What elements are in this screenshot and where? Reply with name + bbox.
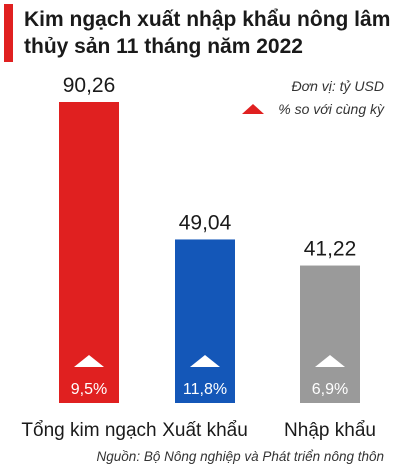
bar-2: [300, 265, 360, 403]
legend: % so với cùng kỳ: [242, 101, 384, 117]
category-label-0: Tổng kim ngạch: [21, 420, 156, 441]
triangle-up-icon-2: [315, 355, 345, 367]
growth-label-1: 11,8%: [183, 381, 227, 398]
unit-label: Đơn vị: tỷ USD: [291, 78, 384, 94]
chart-title: Kim ngạch xuất nhập khẩu nông lâm thủy s…: [24, 8, 391, 58]
triangle-up-icon-1: [190, 355, 220, 367]
source-note: Nguồn: Bộ Nông nghiệp và Phát triển nông…: [96, 449, 384, 464]
triangle-up-icon: [242, 104, 265, 114]
growth-label-2: 6,9%: [312, 381, 348, 398]
category-label-2: Nhập khẩu: [284, 420, 376, 441]
bar-0: [59, 102, 119, 403]
legend-label: % so với cùng kỳ: [278, 101, 384, 117]
value-label-1: 49,04: [179, 211, 232, 234]
bar-1: [175, 239, 235, 403]
value-label-2: 41,22: [304, 238, 357, 261]
category-label-1: Xuất khẩu: [162, 420, 248, 441]
growth-label-0: 9,5%: [71, 381, 107, 398]
title-accent-bar: [4, 4, 13, 62]
value-label-0: 90,26: [63, 74, 116, 97]
triangle-up-icon-0: [74, 355, 104, 367]
chart-header: Kim ngạch xuất nhập khẩu nông lâm thủy s…: [0, 0, 400, 70]
